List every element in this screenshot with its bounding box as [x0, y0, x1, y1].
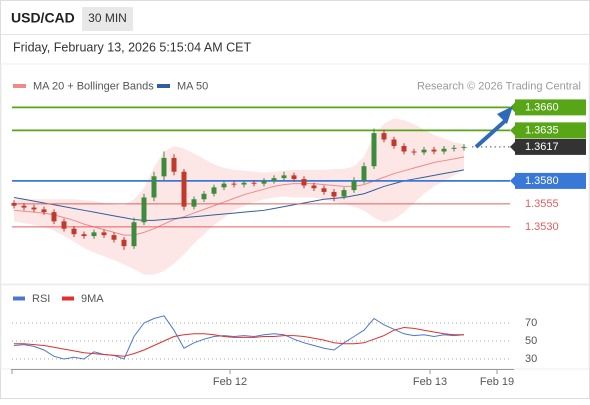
timeframe-box	[82, 7, 133, 31]
legend-label: 9MA	[81, 293, 104, 305]
candle-body	[441, 148, 447, 152]
x-tick-label: Feb 12	[213, 376, 247, 388]
candle-body	[461, 146, 467, 148]
x-axis	[11, 369, 514, 370]
candle-body	[301, 179, 307, 186]
legend-swatch	[157, 84, 170, 88]
candle-body	[231, 183, 237, 185]
candle-body	[321, 188, 327, 192]
candle-body	[191, 199, 197, 207]
candle-body	[111, 235, 117, 240]
candle-body	[271, 178, 277, 181]
level-box	[515, 172, 586, 189]
candle-body	[101, 232, 107, 236]
price-panel	[0, 63, 590, 285]
candle-body	[381, 133, 387, 140]
y-tick-label: 70	[525, 317, 537, 329]
candle-body	[131, 222, 137, 247]
credit: Research © 2026 Trading Central	[417, 80, 581, 92]
candle-body	[351, 180, 357, 191]
candle-body	[241, 182, 247, 185]
candle-body	[61, 221, 67, 229]
candle-body	[161, 157, 167, 177]
rsi-line	[13, 315, 465, 360]
x-tick-label: Feb 13	[413, 376, 447, 388]
level-label: 1.3580	[525, 175, 559, 187]
level-label: 1.3635	[525, 124, 559, 136]
candle-body	[71, 228, 77, 235]
candle-body	[181, 171, 187, 207]
level-pointer	[510, 141, 515, 152]
candle-body	[431, 149, 437, 152]
level-label: 1.3617	[525, 141, 559, 153]
legend-label: MA 50	[177, 80, 208, 92]
legend-label: RSI	[32, 293, 50, 305]
candle-body	[401, 145, 407, 152]
candle-body	[201, 193, 207, 200]
candle-body	[81, 234, 87, 237]
candle-body	[311, 185, 317, 189]
datetime: Friday, February 13, 2026 5:15:04 AM CET	[13, 40, 251, 54]
candle-body	[251, 182, 257, 184]
candle-body	[421, 149, 427, 153]
level-label: 1.3660	[525, 101, 559, 113]
level-box	[515, 138, 586, 155]
y-tick-label: 30	[525, 353, 537, 365]
candle-body	[91, 232, 97, 237]
candle-body	[151, 176, 157, 198]
candle-body	[361, 166, 367, 181]
candle-body	[331, 191, 337, 197]
legend-swatch	[13, 296, 25, 301]
candle-body	[171, 157, 177, 172]
legend-swatch	[13, 84, 26, 88]
candle-body	[121, 239, 127, 247]
candle-body	[371, 133, 377, 167]
y-tick-label: 50	[525, 335, 537, 347]
level-box	[515, 122, 586, 139]
level-label: 1.3555	[525, 198, 559, 210]
symbol: USD/CAD	[11, 10, 75, 26]
candle-body	[21, 205, 27, 208]
candle-body	[51, 212, 57, 222]
x-tick-label: Feb 19	[480, 376, 514, 388]
arrow	[474, 119, 507, 149]
level-box	[515, 99, 586, 116]
level-pointer	[510, 125, 515, 136]
legend-swatch	[62, 296, 74, 301]
plots: 1.3660 1.3635 1.3617 1.3580 1.3555 1.3530 MA 2…	[11, 80, 586, 388]
candle-body	[261, 180, 267, 184]
arrow-head	[497, 106, 513, 124]
candle-body	[141, 197, 147, 223]
candle-body	[281, 175, 287, 179]
level-label: 1.3530	[525, 221, 559, 233]
candle-body	[341, 190, 347, 197]
candle-body	[451, 147, 457, 149]
candle-body	[31, 207, 37, 210]
ma50-line	[13, 169, 465, 221]
candle-body	[391, 139, 397, 146]
candle-body	[41, 209, 47, 213]
candle-body	[411, 151, 417, 153]
ma20-line	[13, 156, 465, 236]
legend-label: MA 20 + Bollinger Bands	[33, 80, 154, 92]
candle-body	[211, 187, 217, 194]
timeframe[interactable]: 30 MIN	[88, 11, 127, 25]
divider	[1, 34, 589, 35]
level-pointer	[510, 175, 515, 186]
candle-body	[291, 175, 297, 180]
rsi-line	[14, 326, 464, 357]
candle-body	[11, 202, 17, 206]
candle-body	[221, 183, 227, 188]
